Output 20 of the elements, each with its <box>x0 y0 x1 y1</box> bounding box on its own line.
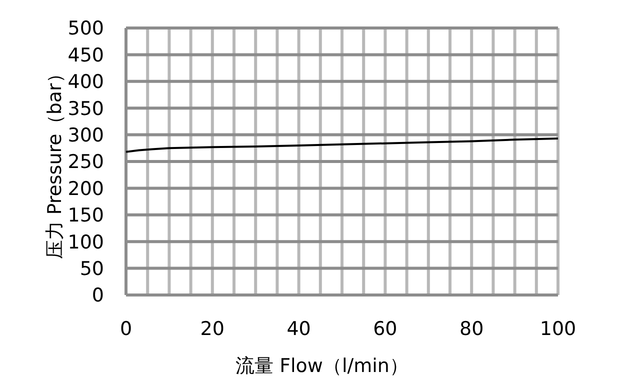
y-tick-label: 200 <box>68 178 104 200</box>
y-tick-label: 250 <box>68 151 104 174</box>
x-tick-label: 60 <box>373 318 398 340</box>
y-tick-label: 100 <box>68 231 104 254</box>
x-tick-label: 0 <box>120 318 132 340</box>
y-tick-label: 0 <box>92 284 104 307</box>
x-tick-label: 40 <box>286 318 311 340</box>
y-axis-title: 压力 Pressure（bar） <box>44 64 66 259</box>
x-axis-title: 流量 Flow（l/min） <box>236 355 408 377</box>
y-tick-label: 400 <box>68 71 104 94</box>
y-tick-label: 350 <box>68 98 104 120</box>
y-tick-label: 50 <box>80 258 104 280</box>
y-tick-label: 450 <box>68 44 104 66</box>
y-tick-label: 150 <box>68 204 104 227</box>
x-tick-label: 100 <box>540 318 576 340</box>
y-tick-label: 300 <box>68 124 104 146</box>
y-tick-label: 500 <box>68 18 104 40</box>
x-tick-label: 80 <box>460 318 484 340</box>
line-series <box>125 138 559 153</box>
x-tick-label: 20 <box>200 318 224 340</box>
